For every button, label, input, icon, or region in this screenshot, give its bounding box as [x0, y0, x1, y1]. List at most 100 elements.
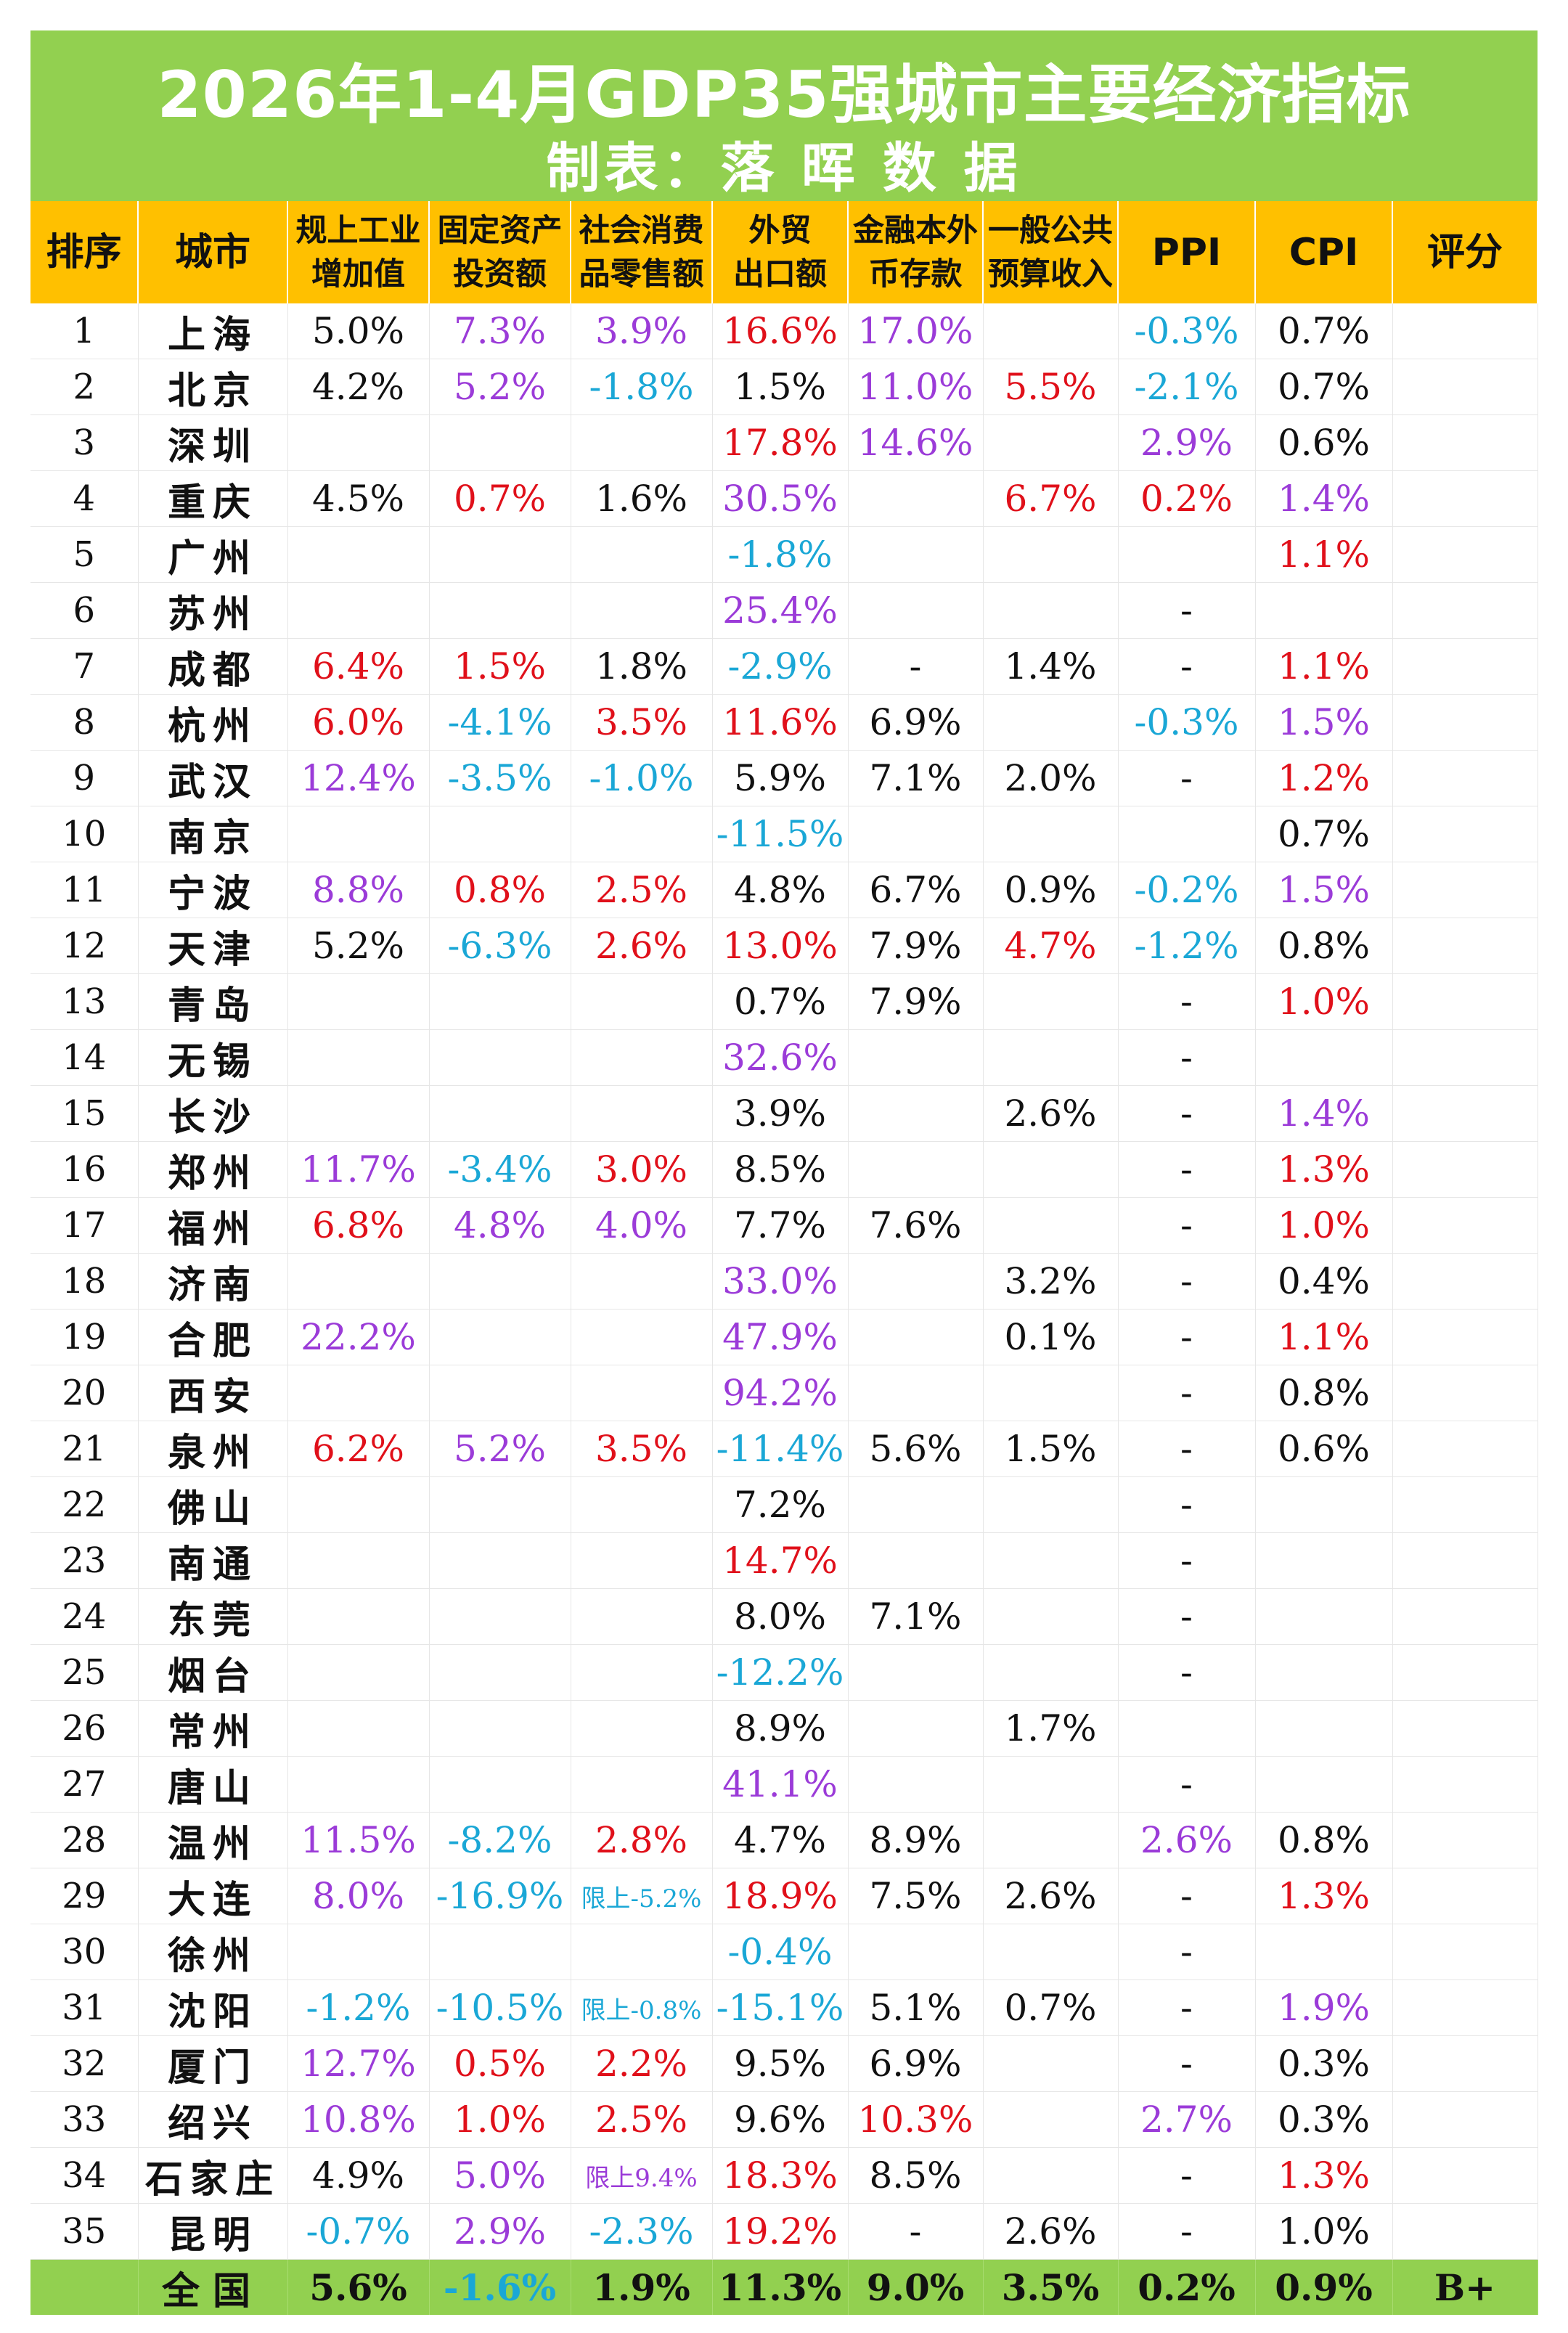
investment-cell	[429, 1253, 571, 1309]
city-cell: 唐山	[138, 1756, 288, 1813]
title-banner: 2026年1-4月GDP35强城市主要经济指标 制表：落 晖 数 据	[30, 30, 1538, 201]
budget-cell: 2.6%	[983, 1085, 1119, 1142]
deposit-cell: 5.1%	[848, 1979, 984, 2036]
export-cell: 9.5%	[712, 2035, 849, 2092]
export-cell: 13.0%	[712, 918, 849, 974]
industry-cell: 6.2%	[287, 1421, 430, 1477]
deposit-cell	[848, 1253, 984, 1309]
rank-cell	[30, 2259, 139, 2315]
city-cell: 重庆	[138, 470, 288, 527]
score-cell	[1392, 862, 1538, 918]
ppi-cell: -	[1118, 750, 1256, 806]
budget-cell	[983, 1532, 1119, 1589]
table-row: 32 厦门 12.7% 0.5% 2.2% 9.5% 6.9% -0.3%	[30, 2035, 1538, 2092]
investment-cell: 1.5%	[429, 638, 571, 695]
city-cell: 沈阳	[138, 1979, 288, 2036]
investment-cell: 5.0%	[429, 2147, 571, 2204]
retail-cell	[571, 1588, 713, 1645]
investment-cell: 0.7%	[429, 470, 571, 527]
deposit-cell: -	[848, 2203, 984, 2260]
budget-cell: 2.0%	[983, 750, 1119, 806]
score-cell	[1392, 1365, 1538, 1421]
export-cell: 94.2%	[712, 1365, 849, 1421]
cpi-cell	[1255, 1924, 1393, 1980]
cpi-cell: 1.1%	[1255, 1309, 1393, 1365]
ppi-cell: -2.1%	[1118, 359, 1256, 415]
export-cell: -12.2%	[712, 1644, 849, 1701]
city-cell: 福州	[138, 1197, 288, 1254]
investment-cell	[429, 973, 571, 1030]
score-cell	[1392, 2035, 1538, 2092]
investment-cell	[429, 1365, 571, 1421]
deposit-cell	[848, 1924, 984, 1980]
deposit-cell: 14.6%	[848, 414, 984, 471]
cpi-cell: 0.4%	[1255, 1253, 1393, 1309]
investment-cell	[429, 1756, 571, 1813]
retail-cell	[571, 1253, 713, 1309]
rank-cell: 5	[30, 526, 139, 583]
deposit-cell: 7.1%	[848, 1588, 984, 1645]
cpi-cell: 1.0%	[1255, 2203, 1393, 2260]
cpi-cell: 1.3%	[1255, 1141, 1393, 1198]
retail-cell: -1.0%	[571, 750, 713, 806]
industry-cell: 6.8%	[287, 1197, 430, 1254]
budget-cell: 3.5%	[983, 2259, 1119, 2315]
rank-cell: 4	[30, 470, 139, 527]
ppi-cell: -	[1118, 973, 1256, 1030]
budget-cell	[983, 1029, 1119, 1086]
budget-cell	[983, 303, 1119, 359]
column-header-text: 增加值	[311, 256, 405, 293]
score-cell: B+	[1392, 2259, 1538, 2315]
cpi-cell: 1.5%	[1255, 862, 1393, 918]
investment-cell	[429, 1085, 571, 1142]
cpi-cell	[1255, 1532, 1393, 1589]
industry-cell: 4.5%	[287, 470, 430, 527]
ppi-cell: -	[1118, 1365, 1256, 1421]
industry-cell: 8.8%	[287, 862, 430, 918]
retail-cell	[571, 1476, 713, 1533]
score-cell	[1392, 973, 1538, 1030]
column-header-text: 投资额	[453, 256, 547, 293]
investment-cell	[429, 1588, 571, 1645]
budget-cell	[983, 2035, 1119, 2092]
budget-cell	[983, 1924, 1119, 1980]
retail-cell: 3.0%	[571, 1141, 713, 1198]
industry-cell: 5.2%	[287, 918, 430, 974]
table-row: 20 西安 94.2% -0.8%	[30, 1365, 1538, 1421]
score-cell	[1392, 806, 1538, 862]
industry-cell	[287, 1365, 430, 1421]
city-cell: 泉州	[138, 1421, 288, 1477]
retail-cell	[571, 1532, 713, 1589]
rank-cell: 11	[30, 862, 139, 918]
budget-cell	[983, 1756, 1119, 1813]
table-header-row: 排序 城市 规上工业 增加值 固定资产 投资额 社会消费 品零售额 外贸 出口额 金融本外 币存款 一般…	[30, 201, 1538, 303]
city-cell: 绍兴	[138, 2091, 288, 2148]
cpi-cell: 0.8%	[1255, 1365, 1393, 1421]
export-cell: 41.1%	[712, 1756, 849, 1813]
deposit-cell	[848, 1029, 984, 1086]
rank-cell: 26	[30, 1700, 139, 1757]
retail-cell: -2.3%	[571, 2203, 713, 2260]
export-cell: -0.4%	[712, 1924, 849, 1980]
retail-cell	[571, 582, 713, 639]
city-cell: 武汉	[138, 750, 288, 806]
table-row: 3 深圳 17.8% 14.6% 2.9% 0.6%	[30, 414, 1538, 471]
export-cell: 3.9%	[712, 1085, 849, 1142]
city-cell: 南通	[138, 1532, 288, 1589]
investment-cell	[429, 414, 571, 471]
export-cell: 7.2%	[712, 1476, 849, 1533]
deposit-cell	[848, 470, 984, 527]
retail-cell: 4.0%	[571, 1197, 713, 1254]
retail-cell: 2.8%	[571, 1812, 713, 1868]
investment-cell: -3.5%	[429, 750, 571, 806]
export-cell: 30.5%	[712, 470, 849, 527]
table-row: 35 昆明 -0.7% 2.9% -2.3% 19.2% -2.6% -1.0%	[30, 2203, 1538, 2260]
retail-cell	[571, 414, 713, 471]
deposit-cell	[848, 1141, 984, 1198]
deposit-cell	[848, 1365, 984, 1421]
export-cell: 7.7%	[712, 1197, 849, 1254]
ppi-cell: -	[1118, 1979, 1256, 2036]
ppi-cell: -	[1118, 2035, 1256, 2092]
budget-cell: 2.6%	[983, 2203, 1119, 2260]
investment-cell: 5.2%	[429, 1421, 571, 1477]
